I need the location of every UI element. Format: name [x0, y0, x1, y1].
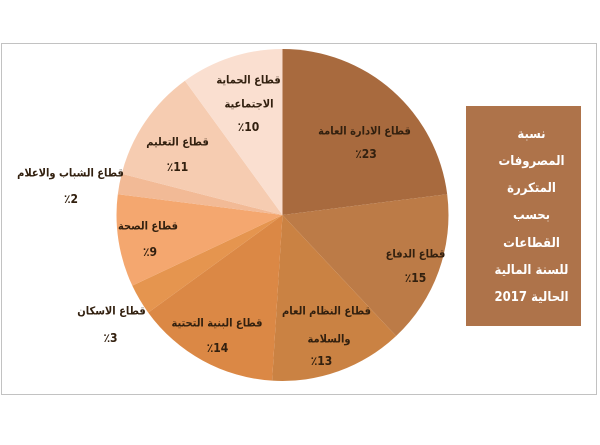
pie-slice-7[interactable] — [121, 80, 283, 215]
slice-label-6-line-0: قطاع الشباب والاعلام — [17, 166, 124, 179]
pie-slice-5[interactable] — [116, 194, 283, 286]
pie-slice-8[interactable] — [184, 49, 283, 215]
chart-title-line-1: المصروفات — [498, 153, 565, 169]
pie-slice-2[interactable] — [272, 215, 397, 381]
slice-pct-4: ٪3 — [103, 331, 118, 345]
pie-slice-0[interactable] — [282, 49, 448, 215]
slice-pct-0: ٪23 — [355, 146, 377, 161]
slice-label-4-line-0: قطاع الاسكان — [77, 304, 146, 318]
chart-title-line-0: نسبة — [517, 126, 546, 142]
pie-slice-1[interactable] — [282, 194, 449, 337]
slice-label-1-line-0: قطاع الدفاع — [385, 247, 446, 261]
slice-label-8-line-1: الاجتماعية — [224, 97, 274, 110]
slice-label-5-line-0: قطاع الصحة — [117, 219, 179, 233]
pie-slice-6[interactable] — [117, 173, 283, 215]
chart-title-line-2: المتكررة — [507, 181, 556, 197]
chart-title-box: نسبة المصروفات المتكررة بحسب القطاعات للسنة ا… — [466, 106, 581, 326]
chart-title-line-6: الحالية 2017 — [494, 290, 569, 305]
slice-pct-2: ٪13 — [310, 354, 333, 368]
pie-slice-4[interactable] — [132, 215, 283, 313]
slice-label-0-line-0: قطاع الادارة العامة — [318, 124, 411, 138]
slice-pct-6: ٪2 — [63, 192, 79, 206]
pie-slice-3[interactable] — [148, 215, 283, 381]
slice-pct-8: ٪10 — [237, 119, 260, 134]
slice-label-3-line-0: قطاع البنية التحتية — [171, 316, 263, 329]
slice-label-8-line-0: قطاع الحماية — [216, 73, 281, 86]
slice-label-2-line-1: والسلامة — [307, 332, 351, 345]
chart-title-line-5: للسنة المالية — [494, 262, 569, 278]
slice-pct-3: ٪14 — [206, 341, 229, 355]
chart-title-line-3: بحسب — [512, 208, 551, 224]
chart-title-line-4: القطاعات — [503, 235, 560, 251]
slice-pct-5: ٪9 — [142, 245, 158, 259]
slice-pct-7: ٪11 — [166, 160, 189, 174]
slice-label-7-line-0: قطاع التعليم — [146, 135, 209, 148]
slice-label-2-line-0: قطاع النظام العام — [282, 304, 371, 318]
slice-pct-1: ٪15 — [404, 271, 427, 285]
